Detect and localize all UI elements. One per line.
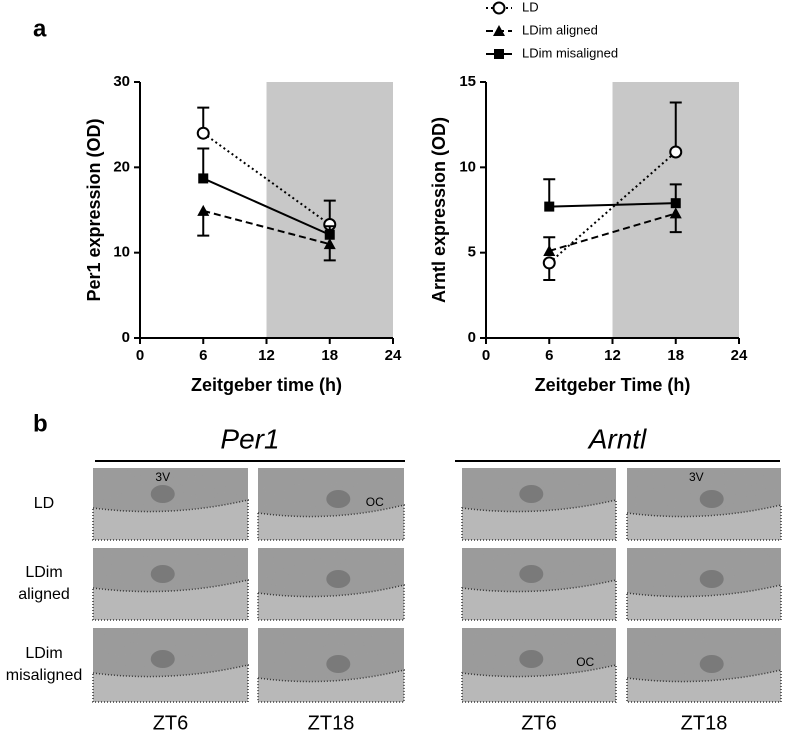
column-label: ZT6 bbox=[153, 712, 189, 734]
marker bbox=[669, 207, 682, 219]
series-line bbox=[548, 151, 677, 264]
nucleus-stain bbox=[699, 490, 724, 508]
legend-marker bbox=[494, 49, 504, 59]
y-tick-label: 0 bbox=[122, 329, 130, 346]
x-tick-label: 24 bbox=[385, 347, 402, 364]
series-line bbox=[549, 202, 676, 208]
tissue-edge bbox=[461, 499, 617, 541]
x-axis-label: Zeitgeber time (h) bbox=[191, 375, 342, 395]
x-tick-label: 6 bbox=[199, 347, 207, 364]
y-tick-label: 20 bbox=[113, 158, 130, 175]
x-tick-label: 0 bbox=[136, 347, 144, 364]
marker bbox=[197, 204, 210, 216]
group-title: Arntl bbox=[587, 423, 647, 454]
nucleus-stain bbox=[150, 650, 175, 668]
nucleus-stain bbox=[150, 485, 175, 503]
tissue-edge bbox=[257, 584, 405, 621]
tissue-edge bbox=[257, 669, 405, 703]
y-tick-label: 30 bbox=[113, 73, 130, 90]
micrograph-note: 3V bbox=[689, 470, 704, 484]
row-label: LD bbox=[34, 495, 54, 512]
tissue-edge bbox=[626, 504, 782, 541]
nucleus-stain bbox=[326, 490, 351, 508]
marker bbox=[544, 201, 555, 212]
x-tick-label: 12 bbox=[604, 347, 621, 364]
x-axis-label: Zeitgeber Time (h) bbox=[535, 375, 691, 395]
marker bbox=[196, 126, 210, 140]
tissue-edge bbox=[626, 584, 782, 621]
x-tick-label: 12 bbox=[258, 347, 275, 364]
nucleus-stain bbox=[326, 655, 351, 673]
micrograph-note: OC bbox=[366, 495, 384, 509]
y-tick-label: 15 bbox=[459, 73, 476, 90]
series-line bbox=[202, 177, 331, 236]
panel-label: b bbox=[33, 410, 48, 437]
y-tick-label: 0 bbox=[468, 329, 476, 346]
y-axis-label: Arntl expression (OD) bbox=[429, 117, 449, 303]
nucleus-stain bbox=[519, 650, 544, 668]
column-label: ZT6 bbox=[521, 712, 557, 734]
x-tick-label: 18 bbox=[321, 347, 338, 364]
panel-label: a bbox=[33, 15, 47, 42]
tissue-edge bbox=[626, 669, 782, 703]
marker bbox=[542, 256, 556, 270]
nucleus-stain bbox=[519, 485, 544, 503]
marker bbox=[324, 229, 335, 240]
marker bbox=[543, 244, 556, 256]
nucleus-stain bbox=[699, 655, 724, 673]
column-label: ZT18 bbox=[681, 712, 728, 734]
marker bbox=[198, 173, 209, 184]
marker bbox=[669, 145, 683, 159]
row-label: LDim aligned bbox=[18, 564, 70, 603]
error-bar bbox=[669, 101, 682, 152]
nucleus-stain bbox=[699, 570, 724, 588]
nucleus-stain bbox=[326, 570, 351, 588]
series-line bbox=[202, 132, 331, 226]
micrograph-note: OC bbox=[576, 655, 594, 669]
x-tick-label: 6 bbox=[545, 347, 553, 364]
legend-marker bbox=[492, 1, 506, 15]
nucleus-stain bbox=[519, 565, 544, 583]
legend-label: LD bbox=[522, 0, 539, 14]
y-tick-label: 10 bbox=[113, 244, 130, 261]
tissue-edge bbox=[92, 579, 249, 621]
y-axis-label: Per1 expression (OD) bbox=[84, 118, 104, 301]
tissue-edge bbox=[461, 664, 617, 703]
tissue-edge bbox=[92, 664, 249, 703]
micrograph-note: 3V bbox=[155, 470, 170, 484]
tissue-edge bbox=[461, 579, 617, 621]
tissue-edge bbox=[257, 504, 405, 541]
legend-marker bbox=[493, 25, 505, 36]
column-label: ZT18 bbox=[308, 712, 355, 734]
x-tick-label: 24 bbox=[731, 347, 748, 364]
y-tick-label: 5 bbox=[468, 244, 476, 261]
x-tick-label: 0 bbox=[482, 347, 490, 364]
group-title: Per1 bbox=[220, 423, 279, 454]
legend-label: LDim misaligned bbox=[522, 45, 618, 60]
legend-label: LDim aligned bbox=[522, 22, 598, 37]
x-tick-label: 18 bbox=[667, 347, 684, 364]
row-label: LDim misaligned bbox=[6, 645, 82, 684]
nucleus-stain bbox=[150, 565, 175, 583]
tissue-edge bbox=[92, 499, 249, 541]
marker bbox=[670, 198, 681, 209]
marker bbox=[323, 238, 336, 250]
y-tick-label: 10 bbox=[459, 158, 476, 175]
